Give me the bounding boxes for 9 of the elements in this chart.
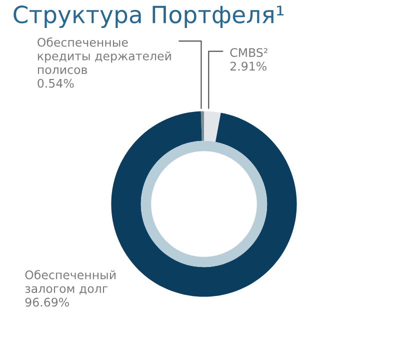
donut-slice (200, 111, 204, 141)
data-label: 96.69% (25, 298, 69, 307)
chart-title: Структура Портфеля¹ (14, 6, 284, 28)
data-label: 2.91% (230, 62, 266, 71)
slice-label: Обеспеченные кредиты держателей полисов (38, 37, 171, 74)
slice-label: Обеспеченный залогом долг (25, 270, 116, 294)
donut-slice (204, 111, 221, 142)
slice-label: CMBS² (230, 48, 268, 58)
data-label: 0.54% (38, 78, 74, 88)
